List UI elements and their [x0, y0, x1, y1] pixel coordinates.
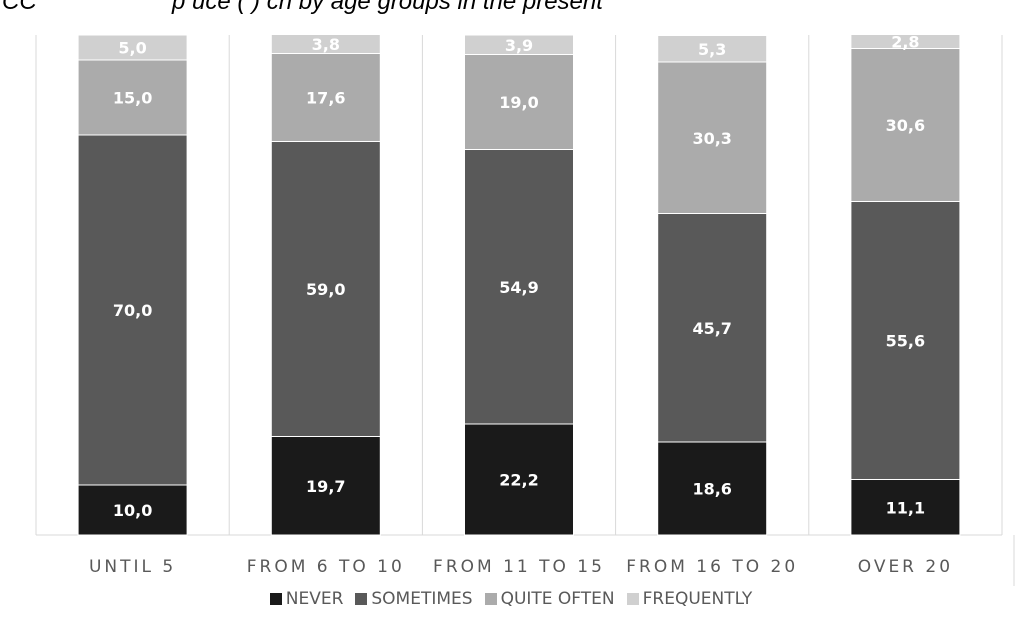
bar-segment-sometimes: [270, 141, 381, 437]
chart-title: CC p uce ( ) ch by age groups in the pre…: [0, 0, 1022, 16]
bar-segment-quite-often: [77, 59, 188, 136]
legend-swatch: [626, 593, 639, 605]
bar-segment-sometimes: [77, 134, 188, 486]
data-label: 54,9: [499, 278, 538, 297]
legend-item-never: NEVER: [269, 589, 344, 609]
data-label: 30,3: [692, 129, 731, 148]
data-label: 3,8: [312, 35, 340, 54]
bar-segment-sometimes: [464, 149, 574, 425]
chart-legend: NEVER SOMETIMES QUITE OFTEN FREQUENTLY: [0, 586, 1022, 612]
legend-item-quite-often: QUITE OFTEN: [484, 589, 615, 609]
bar-segment-quite-often: [657, 61, 768, 214]
data-label: 17,6: [306, 89, 345, 108]
bar-segment-sometimes: [850, 201, 961, 480]
data-label: 11,1: [886, 498, 925, 517]
data-label: 55,6: [886, 332, 925, 351]
category-label: FROM 11 TO 15: [433, 557, 605, 577]
legend-swatch: [269, 593, 282, 605]
data-label: 5,3: [698, 40, 726, 59]
legend-label: QUITE OFTEN: [500, 589, 615, 609]
data-label: 19,7: [306, 477, 345, 496]
category-label: OVER 20: [858, 557, 953, 577]
category-label: FROM 16 TO 20: [626, 557, 798, 577]
bar-segment-sometimes: [657, 213, 768, 443]
chart-title-lead: CC: [2, 0, 37, 15]
data-label: 18,6: [692, 480, 731, 499]
bar-segment-never: [657, 441, 768, 536]
data-label: 30,6: [886, 116, 925, 135]
data-label: 15,0: [113, 89, 152, 108]
legend-label: FREQUENTLY: [642, 589, 753, 609]
category-label: FROM 6 TO 10: [247, 557, 405, 577]
bar-segment-never: [850, 479, 961, 536]
legend-item-frequently: FREQUENTLY: [626, 589, 753, 609]
category-label: UNTIL 5: [89, 557, 176, 577]
bar-segment-never: [77, 484, 188, 536]
legend-swatch: [484, 593, 497, 605]
bar-segment-quite-often: [270, 53, 381, 142]
legend-swatch: [355, 593, 368, 605]
bar-segment-frequently: [464, 34, 574, 55]
chart-title-rest: p uce ( ) ch by age groups in the presen…: [172, 0, 603, 15]
data-label: 22,2: [499, 471, 538, 490]
legend-item-sometimes: SOMETIMES: [355, 589, 473, 609]
data-label: 10,0: [113, 501, 152, 520]
bar-segment-frequently: [270, 34, 381, 54]
bar-segment-frequently: [77, 34, 188, 61]
bar-segment-quite-often: [850, 48, 961, 202]
legend-label: NEVER: [285, 589, 344, 609]
bar-segment-never: [464, 423, 574, 536]
bar-segment-frequently: [657, 35, 768, 63]
data-label: 70,0: [113, 301, 152, 320]
data-label: 5,0: [118, 39, 146, 58]
data-label: 3,9: [505, 36, 533, 55]
legend-label: SOMETIMES: [371, 589, 473, 609]
data-label: 45,7: [692, 319, 731, 338]
stacked-bar-chart: 10,0 70,0 15,0 5,0 UNTIL 5 19,7 59,0 17,6 3,8 FRO…: [35, 33, 1015, 586]
data-label: 19,0: [499, 93, 538, 112]
data-label: 59,0: [306, 280, 345, 299]
bar-segment-never: [270, 436, 381, 536]
data-label: 2,8: [891, 33, 919, 52]
bar-segment-frequently: [850, 34, 961, 49]
bar-segment-quite-often: [464, 54, 574, 150]
